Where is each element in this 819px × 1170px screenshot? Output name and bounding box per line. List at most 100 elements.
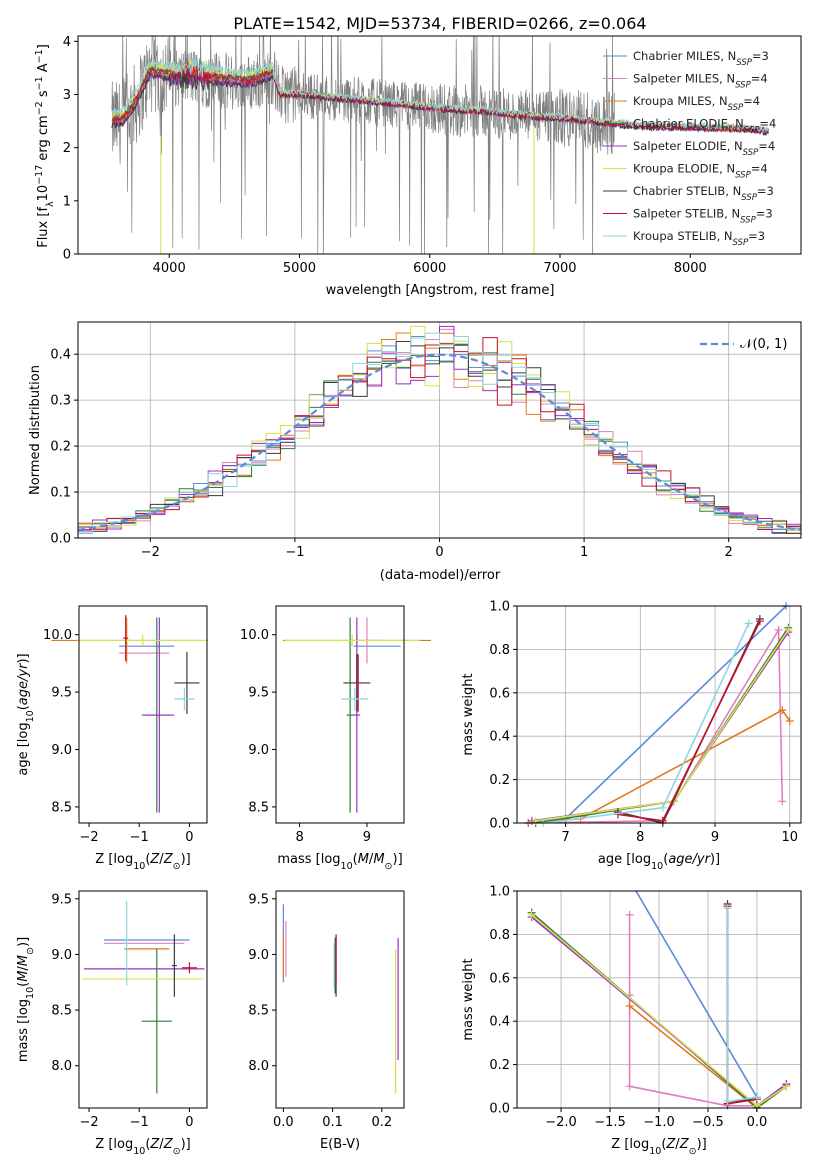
model-spectrum-salpeter-stelib bbox=[111, 62, 769, 134]
x-tick-label: −2 bbox=[79, 1115, 98, 1130]
legend-label: Kroupa ELODIE, NSSP=4 bbox=[633, 162, 768, 181]
y-tick-label: 8.5 bbox=[248, 800, 269, 815]
x-tick-label: 0 bbox=[435, 545, 443, 560]
x-axis-label: Z [log10(Z/Z⊙)] bbox=[611, 1137, 706, 1157]
y-tick-label: 0.2 bbox=[489, 1058, 510, 1073]
mass-weight-vs-metallicity-panel: −2.0 −1.5 −1.0 −0.5 0.0 0.0 0.2 0.4 0.6 0.8 1.0 Z [… bbox=[461, 885, 802, 1157]
x-axis-label: (data-model)/error bbox=[380, 568, 501, 583]
axes-frame bbox=[275, 605, 405, 824]
series-line-kroupa-stelib bbox=[543, 623, 750, 823]
x-tick-label: 8 bbox=[636, 830, 644, 845]
series-line-kroupa-miles bbox=[528, 709, 791, 823]
x-tick-label: −1 bbox=[130, 830, 149, 845]
point-marker bbox=[782, 1082, 791, 1091]
x-tick-label: 9 bbox=[711, 830, 719, 845]
x-tick-label: 1 bbox=[580, 545, 588, 560]
spectrum-panel: 4000 5000 6000 7000 8000 0 1 2 3 4 wavelength [Ang… bbox=[34, 35, 802, 298]
y-tick-label: 9.5 bbox=[51, 892, 72, 907]
x-tick-label: 8000 bbox=[674, 261, 707, 276]
y-tick-label: 9.5 bbox=[248, 686, 269, 701]
x-tick-label: −1.0 bbox=[643, 1115, 675, 1130]
age-vs-mass-panel: 8 9 8.5 9.0 9.5 10.0 mass [log10(M/M⊙)] bbox=[240, 605, 431, 872]
y-tick-label: 0.0 bbox=[489, 817, 510, 832]
x-tick-label: 2 bbox=[725, 545, 733, 560]
y-tick-label: 9.0 bbox=[248, 743, 269, 758]
histogram-chabrier-stelib bbox=[78, 341, 801, 534]
histogram-kroupa-elodie bbox=[78, 325, 801, 531]
y-tick-label: 0.0 bbox=[489, 1102, 510, 1117]
observed-spectrum-line bbox=[111, 36, 615, 254]
x-tick-label: 5000 bbox=[283, 261, 316, 276]
y-axis-label: Normed distribution bbox=[28, 365, 43, 495]
point-marker bbox=[723, 904, 732, 913]
axes-frame bbox=[78, 890, 208, 1109]
series-line-chabrier-miles bbox=[528, 606, 787, 823]
y-tick-label: 9.0 bbox=[248, 948, 269, 963]
point-marker bbox=[752, 1093, 761, 1102]
axes-frame bbox=[275, 890, 405, 1109]
y-tick-label: 8.0 bbox=[248, 1059, 269, 1074]
y-tick-label: 0.4 bbox=[50, 348, 71, 363]
x-tick-label: 0.1 bbox=[322, 1115, 343, 1130]
point-marker bbox=[527, 910, 536, 919]
y-tick-label: 9.5 bbox=[51, 686, 72, 701]
point-marker bbox=[658, 803, 667, 812]
legend-label: Chabrier STELIB, NSSP=3 bbox=[633, 184, 774, 203]
point-marker bbox=[625, 910, 634, 919]
x-tick-label: 9 bbox=[363, 830, 371, 845]
x-axis-label: age [log10(age/yr)] bbox=[598, 852, 720, 872]
x-tick-label: 7000 bbox=[543, 261, 576, 276]
x-tick-label: −1.5 bbox=[594, 1115, 626, 1130]
y-tick-label: 0.2 bbox=[489, 773, 510, 788]
x-tick-label: 0 bbox=[185, 830, 193, 845]
point-marker bbox=[774, 625, 783, 634]
legend-label: Kroupa MILES, NSSP=4 bbox=[633, 94, 760, 113]
x-tick-label: 0 bbox=[185, 1115, 193, 1130]
axes-frame bbox=[78, 605, 208, 824]
model-spectrum-chabrier-stelib bbox=[111, 68, 769, 136]
x-tick-label: 6000 bbox=[413, 261, 446, 276]
x-tick-label: −1 bbox=[130, 1115, 149, 1130]
residuals-panel: −2 −1 0 1 2 0.0 0.1 0.2 0.3 0.4 (data-model)/error… bbox=[28, 321, 802, 583]
y-tick-label: 0.0 bbox=[50, 532, 71, 547]
legend-label: Salpeter MILES, NSSP=4 bbox=[633, 72, 768, 91]
x-axis-label: Z [log10(Z/Z⊙)] bbox=[95, 1137, 190, 1157]
axes-frame bbox=[516, 605, 802, 824]
legend-label: Chabrier MILES, NSSP=3 bbox=[633, 49, 769, 68]
point-marker bbox=[785, 717, 794, 726]
y-tick-label: 0.6 bbox=[489, 686, 510, 701]
mass-vs-metallicity-panel: −2 −1 0 8.0 8.5 9.0 9.5 Z [log10(Z/Z⊙)] mass [lo… bbox=[16, 890, 208, 1157]
x-axis-label: E(B-V) bbox=[320, 1137, 360, 1152]
x-axis-label: wavelength [Angstrom, rest frame] bbox=[326, 283, 555, 298]
x-tick-label: 7 bbox=[561, 830, 569, 845]
point-marker bbox=[723, 1097, 732, 1106]
legend-label: Salpeter ELODIE, NSSP=4 bbox=[633, 139, 775, 158]
y-axis-label: age [log10(age/yr)] bbox=[16, 653, 36, 775]
y-axis-label: mass weight bbox=[461, 958, 476, 1040]
x-tick-label: −2 bbox=[141, 545, 160, 560]
x-axis-label: mass [log10(M/M⊙)] bbox=[277, 852, 402, 872]
x-tick-label: −2.0 bbox=[545, 1115, 577, 1130]
normal-curve bbox=[77, 353, 802, 531]
point-marker bbox=[531, 816, 540, 825]
y-tick-label: 0.8 bbox=[489, 643, 510, 658]
y-tick-label: 0.4 bbox=[489, 730, 510, 745]
series-line-salpeter-miles bbox=[528, 627, 784, 823]
series-line-salpeter-elodie bbox=[531, 631, 789, 822]
y-axis-label: mass weight bbox=[461, 673, 476, 755]
y-tick-label: 3 bbox=[63, 88, 71, 103]
y-tick-label: 0.2 bbox=[50, 440, 71, 455]
y-tick-label: 10.0 bbox=[240, 628, 269, 643]
y-tick-label: 10.0 bbox=[43, 628, 72, 643]
y-tick-label: 1.0 bbox=[489, 885, 510, 900]
axes-frame bbox=[77, 35, 802, 255]
x-tick-label: −1 bbox=[285, 545, 304, 560]
x-axis-label: Z [log10(Z/Z⊙)] bbox=[95, 852, 190, 872]
y-axis-label: mass [log10(M/M⊙)] bbox=[16, 937, 36, 1062]
series-line-chabrier-miles bbox=[635, 891, 758, 1098]
y-tick-label: 0.8 bbox=[489, 928, 510, 943]
x-tick-label: 0.0 bbox=[273, 1115, 294, 1130]
y-tick-label: 0.3 bbox=[50, 394, 71, 409]
point-marker bbox=[778, 797, 787, 806]
